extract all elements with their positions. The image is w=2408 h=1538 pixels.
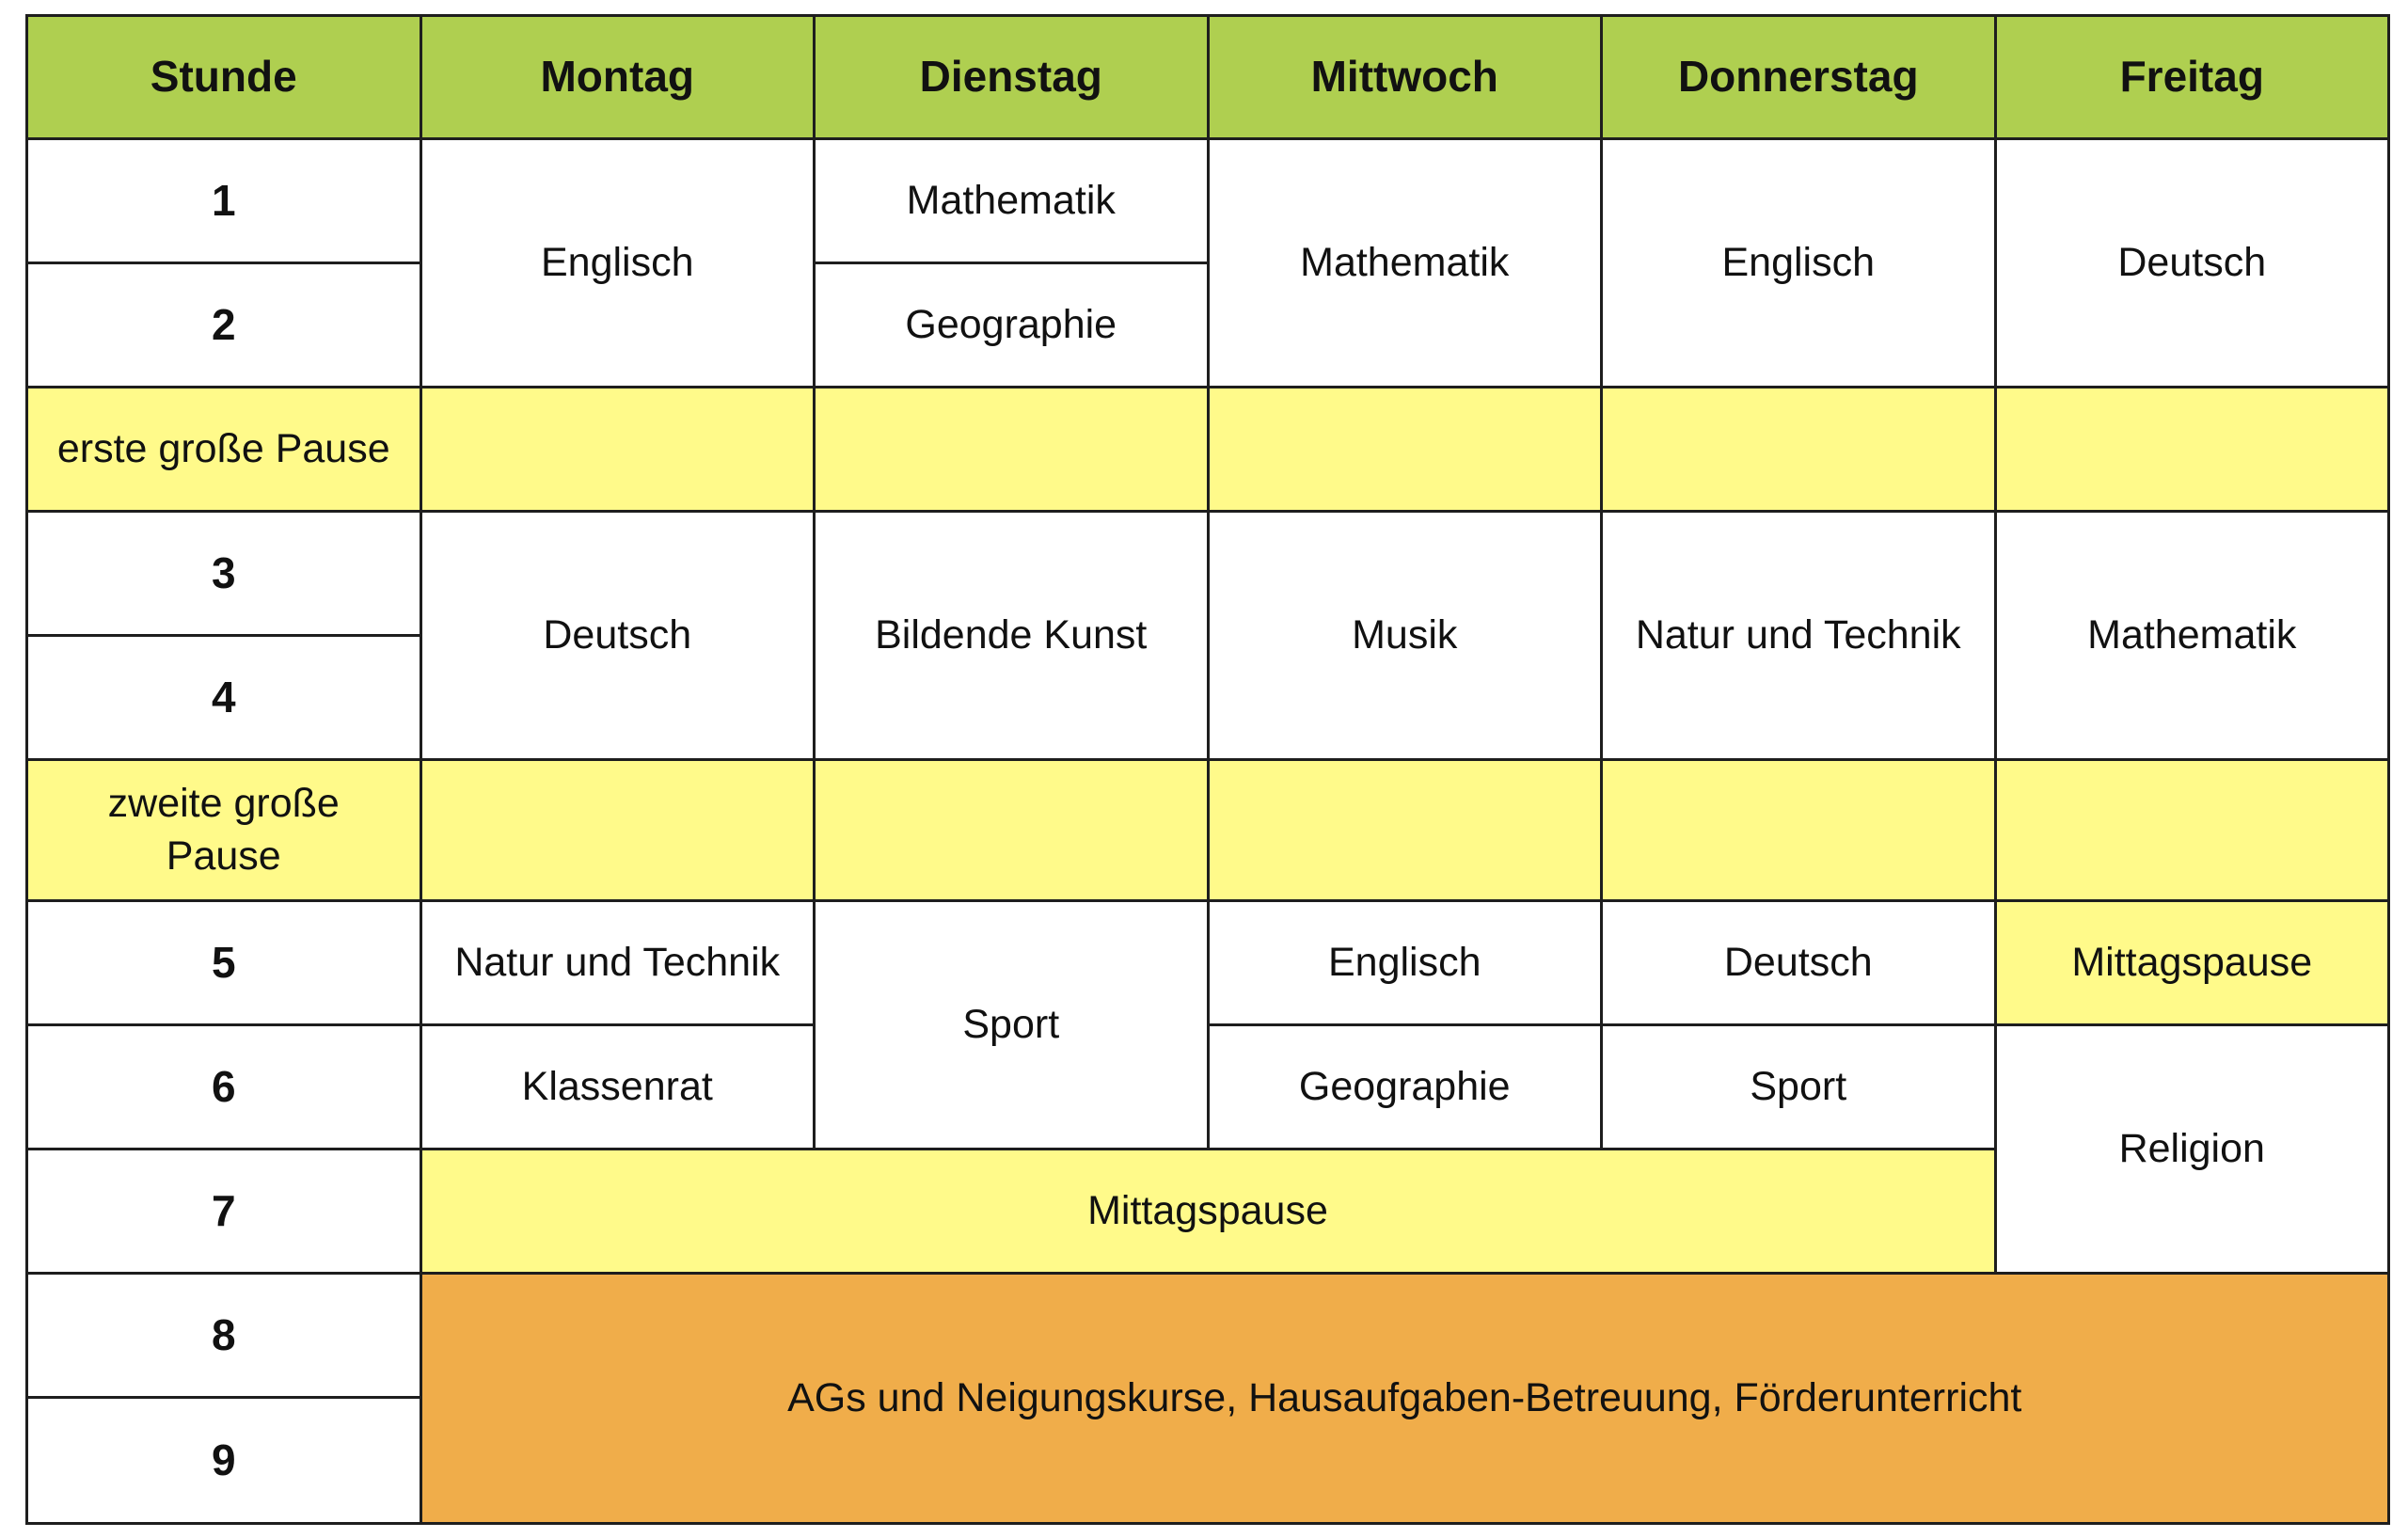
period-7: 7	[28, 1150, 420, 1272]
break-cell	[1209, 761, 1600, 899]
donnerstag-sport: Sport	[1603, 1026, 1994, 1148]
break-first-label: erste große Pause	[28, 388, 420, 510]
break-cell	[1603, 761, 1994, 899]
period-5: 5	[28, 902, 420, 1023]
lunch-break: Mittagspause	[421, 1150, 1994, 1272]
donnerstag-natur-technik: Natur und Technik	[1603, 513, 1994, 758]
header-mittwoch: Mittwoch	[1209, 17, 1600, 137]
dienstag-mathematik: Mathematik	[816, 140, 1207, 262]
dienstag-sport: Sport	[816, 902, 1207, 1148]
break-cell	[1996, 761, 2387, 899]
period-4: 4	[28, 637, 420, 758]
montag-natur-technik: Natur und Technik	[421, 902, 813, 1023]
period-2: 2	[28, 264, 420, 386]
afternoon-activities: AGs und Neigungskurse, Hausaufgaben-Betr…	[421, 1275, 2387, 1522]
header-donnerstag: Donnerstag	[1603, 17, 1994, 137]
period-9: 9	[28, 1399, 420, 1522]
mittwoch-mathematik: Mathematik	[1209, 140, 1600, 386]
montag-englisch: Englisch	[421, 140, 813, 386]
header-montag: Montag	[421, 17, 813, 137]
freitag-deutsch: Deutsch	[1996, 140, 2387, 386]
period-8: 8	[28, 1275, 420, 1396]
mittwoch-geographie: Geographie	[1209, 1026, 1600, 1148]
timetable: Stunde Montag Dienstag Mittwoch Donnerst…	[25, 14, 2390, 1525]
break-cell	[421, 388, 813, 510]
period-1: 1	[28, 140, 420, 262]
break-second-line2: Pause	[166, 832, 281, 879]
break-cell	[1603, 388, 1994, 510]
period-3: 3	[28, 513, 420, 634]
break-cell	[1996, 388, 2387, 510]
montag-klassenrat: Klassenrat	[421, 1026, 813, 1148]
break-cell	[816, 761, 1207, 899]
montag-deutsch: Deutsch	[421, 513, 813, 758]
period-6: 6	[28, 1026, 420, 1148]
header-dienstag: Dienstag	[816, 17, 1207, 137]
mittwoch-musik: Musik	[1209, 513, 1600, 758]
freitag-mittagspause: Mittagspause	[1996, 902, 2387, 1023]
donnerstag-deutsch: Deutsch	[1603, 902, 1994, 1023]
break-second-label: zweite große Pause	[28, 761, 420, 899]
header-freitag: Freitag	[1996, 17, 2387, 137]
break-second-line1: zweite große	[107, 780, 340, 826]
mittwoch-englisch: Englisch	[1209, 902, 1600, 1023]
break-cell	[1209, 388, 1600, 510]
freitag-mathematik: Mathematik	[1996, 513, 2387, 758]
dienstag-geographie: Geographie	[816, 264, 1207, 386]
dienstag-bildende-kunst: Bildende Kunst	[816, 513, 1207, 758]
break-cell	[816, 388, 1207, 510]
donnerstag-englisch: Englisch	[1603, 140, 1994, 386]
freitag-religion: Religion	[1996, 1026, 2387, 1272]
break-cell	[421, 761, 813, 899]
header-stunde: Stunde	[28, 17, 420, 137]
